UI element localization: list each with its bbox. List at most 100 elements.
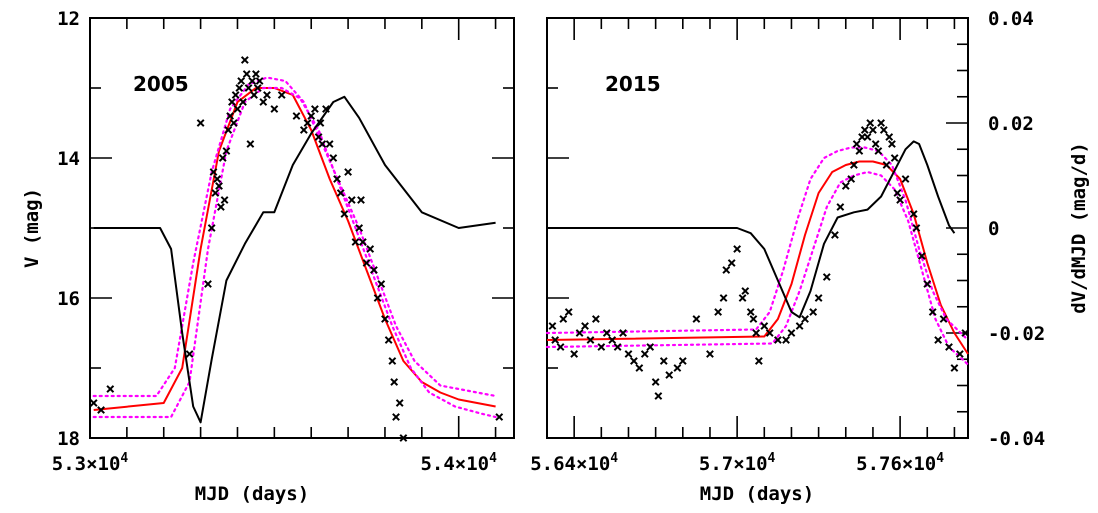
derivative-curve (93, 95, 496, 424)
data-point (366, 245, 375, 253)
data-point (706, 350, 714, 358)
left-x-axis-title: MJD (days) (195, 483, 309, 505)
data-point (874, 147, 883, 155)
data-point (646, 343, 655, 351)
data-point (369, 266, 378, 274)
data-point (207, 224, 216, 232)
x-tick-mantissa: 5.3 (52, 453, 86, 475)
data-point (362, 259, 371, 267)
data-point (847, 175, 856, 183)
left-panel-label: 2005 (133, 72, 189, 96)
data-point (325, 140, 334, 148)
data-point (727, 259, 736, 267)
y-tick-label: 12 (57, 8, 80, 30)
data-point (355, 224, 364, 232)
x-tick-exponent: 4 (489, 451, 497, 466)
right-y-tick-label: 0 (988, 218, 999, 240)
data-point (950, 364, 959, 372)
data-point (218, 154, 227, 162)
data-point (220, 196, 229, 204)
data-point (270, 105, 279, 113)
x-tick-times-ten: ×10 (902, 453, 936, 475)
data-point (879, 126, 888, 134)
data-point (89, 399, 98, 407)
data-point (340, 210, 349, 218)
data-point (831, 231, 839, 239)
x-tick-mantissa: 5.64 (530, 453, 576, 475)
data-point (678, 357, 687, 365)
x-tick-mantissa: 5.7 (699, 453, 733, 475)
data-point (855, 147, 864, 155)
data-point (215, 182, 223, 190)
data-point (106, 385, 115, 393)
data-point (322, 105, 330, 113)
uncertainty-curve (545, 170, 970, 366)
data-point (316, 119, 325, 127)
data-point (602, 329, 611, 337)
data-point (344, 168, 352, 176)
data-point (608, 336, 617, 344)
data-point (185, 350, 194, 358)
data-point (373, 294, 382, 302)
x-tick-exponent: 4 (936, 451, 944, 466)
data-point (893, 189, 902, 197)
data-point (659, 357, 668, 365)
data-point (242, 70, 251, 78)
data-point (754, 357, 763, 365)
data-point (358, 238, 367, 246)
y-tick-label: 18 (57, 428, 80, 450)
data-point (551, 336, 560, 344)
data-point (233, 105, 242, 113)
data-point (882, 161, 891, 169)
data-point (229, 119, 238, 127)
data-point (548, 322, 557, 330)
data-point (909, 210, 918, 218)
data-point (235, 84, 244, 92)
data-point (912, 224, 921, 232)
data-point (749, 315, 758, 323)
data-point (714, 308, 723, 316)
data-point (307, 112, 316, 120)
fit-curve (93, 87, 496, 411)
data-point (575, 329, 584, 337)
data-point (871, 140, 880, 148)
data-point (961, 329, 970, 337)
data-point (333, 175, 341, 183)
x-tick-label: 5.7×104 (699, 451, 776, 475)
y-tick-label: 16 (57, 288, 80, 310)
data-point (213, 175, 222, 183)
data-point (692, 315, 701, 323)
data-point (939, 315, 948, 323)
data-point (673, 364, 682, 372)
data-point (901, 175, 910, 183)
data-point (252, 70, 260, 78)
data-point (196, 119, 205, 127)
data-point (222, 147, 231, 155)
data-point (801, 315, 809, 323)
x-tick-times-ten: ×10 (455, 453, 489, 475)
x-tick-mantissa: 5.76 (856, 453, 902, 475)
fit-curve (546, 160, 969, 355)
data-point (277, 91, 286, 99)
uncertainty-curve (545, 146, 970, 342)
data-point (250, 91, 258, 99)
data-point (231, 91, 240, 99)
data-point (292, 112, 301, 120)
axis-ticks (89, 17, 968, 439)
x-tick-label: 5.64×104 (530, 451, 618, 475)
data-point (850, 161, 858, 169)
data-point (782, 336, 790, 344)
data-point (224, 126, 233, 134)
left-y-axis-title: V (mag) (21, 188, 43, 268)
x-tick-label: 5.76×104 (856, 451, 944, 475)
right-y-tick-label: 0.04 (988, 8, 1034, 30)
data-point (390, 378, 399, 386)
x-tick-label: 5.4×104 (420, 451, 497, 475)
data-point (347, 196, 356, 204)
data-point (923, 280, 932, 288)
x-tick-times-ten: ×10 (576, 453, 610, 475)
data-point (719, 294, 728, 302)
data-point (640, 350, 649, 358)
data-point (318, 140, 327, 148)
